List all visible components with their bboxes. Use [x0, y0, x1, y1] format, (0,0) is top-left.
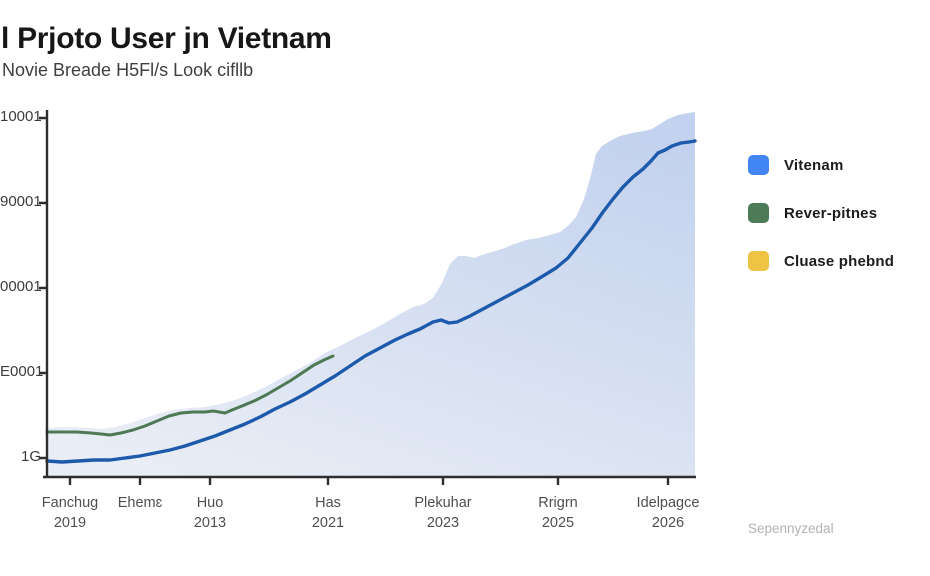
- source-footnote: Sepennyzedal: [748, 521, 834, 536]
- legend-swatch-icon: [748, 203, 769, 223]
- y-axis-label: E0001: [0, 363, 44, 380]
- x-axis-label: Ehemɛ: [117, 495, 163, 511]
- legend-item-label: Rever-pitnes: [784, 204, 878, 222]
- legend-item-label: Cluase phebnd: [784, 252, 895, 270]
- x-axis-label: Fanchug 2019: [41, 495, 99, 531]
- legend: Vitenam Rever-pitnes Cluase phebnd: [748, 154, 894, 298]
- page-subtitle: Novie Breade H5Fl/s Look cifllb: [2, 60, 254, 80]
- y-axis-label: 00001: [0, 278, 42, 295]
- y-axis-label: 90001: [0, 193, 42, 210]
- legend-item-vitenam[interactable]: Vitenam: [748, 154, 894, 176]
- legend-swatch-icon: [748, 155, 769, 175]
- legend-swatch-icon: [748, 251, 769, 271]
- x-axis-label: Huo 2013: [193, 495, 227, 531]
- y-axis-label: 10001: [0, 108, 42, 125]
- legend-item-cluase-phebnd[interactable]: Cluase phebnd: [748, 250, 894, 272]
- x-axis-label: Has 2021: [311, 495, 345, 531]
- x-axis-label: Plekuhar 2023: [414, 495, 472, 531]
- x-axis-label: Idelpagce 2026: [636, 495, 700, 531]
- legend-item-rever-pitnes[interactable]: Rever-pitnes: [748, 202, 894, 224]
- y-axis-label: 1G: [20, 448, 41, 465]
- page-title: l Prjoto User jn Vietnam: [1, 22, 332, 55]
- legend-item-label: Vitenam: [784, 156, 844, 174]
- x-axis-label: Rrigrn 2025: [538, 495, 578, 531]
